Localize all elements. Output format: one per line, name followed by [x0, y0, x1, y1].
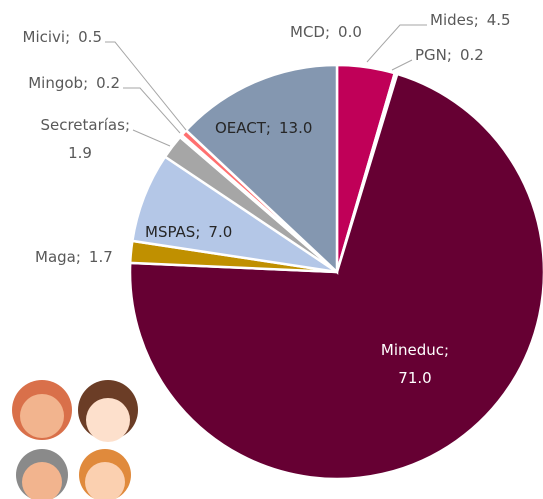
- value-label: 1.9: [68, 144, 92, 162]
- leader-line: [366, 24, 427, 63]
- category-name: PGN: [415, 46, 447, 64]
- slice-label: PGN; 0.2: [415, 46, 484, 64]
- slice-label: MCD; 0.0: [290, 23, 362, 41]
- value-label: 0.0: [338, 23, 362, 41]
- label-separator: ;: [83, 74, 88, 92]
- category-name: OEACT: [215, 119, 267, 137]
- leader-line: [132, 129, 171, 147]
- label-separator: ;: [447, 46, 452, 64]
- label-separator: ;: [266, 119, 271, 137]
- slice-label: Mides; 4.5: [430, 11, 511, 29]
- label-separator: ;: [474, 11, 479, 29]
- category-name: MCD: [290, 23, 325, 41]
- category-name: Mides: [430, 11, 474, 29]
- slice-label: Mineduc; 71.0: [381, 341, 449, 387]
- leader-line: [105, 41, 187, 131]
- category-name: Micivi: [23, 28, 66, 46]
- value-label: 13.0: [279, 119, 312, 137]
- slice-label: Micivi; 0.5: [23, 28, 103, 46]
- family-icon: [12, 380, 138, 499]
- label-separator: ;: [444, 341, 449, 359]
- label-separator: ;: [325, 23, 330, 41]
- pie-slice: [128, 72, 543, 481]
- label-separator: ;: [125, 116, 130, 134]
- slice-label: Maga; 1.7: [35, 248, 113, 266]
- label-separator: ;: [65, 28, 70, 46]
- label-separator: ;: [76, 248, 81, 266]
- value-label: 4.5: [487, 11, 511, 29]
- slice-label: OEACT; 13.0: [215, 119, 312, 137]
- slice-label: MSPAS; 7.0: [145, 223, 232, 241]
- leader-line: [123, 87, 181, 134]
- leader-line: [391, 59, 413, 71]
- slice-label: Mingob; 0.2: [28, 74, 120, 92]
- value-label: 0.5: [78, 28, 102, 46]
- category-name: Mineduc: [381, 341, 444, 359]
- category-name: Mingob: [28, 74, 83, 92]
- label-separator: ;: [195, 223, 200, 241]
- pie-slice: [184, 63, 339, 275]
- value-label: 1.7: [89, 248, 113, 266]
- value-label: 0.2: [460, 46, 484, 64]
- slice-label: Secretarías; 1.9: [40, 116, 130, 162]
- value-label: 7.0: [208, 223, 232, 241]
- category-name: MSPAS: [145, 223, 195, 241]
- category-name: Maga: [35, 248, 76, 266]
- value-label: 71.0: [398, 369, 431, 387]
- category-name: Secretarías: [40, 116, 125, 134]
- value-label: 0.2: [96, 74, 120, 92]
